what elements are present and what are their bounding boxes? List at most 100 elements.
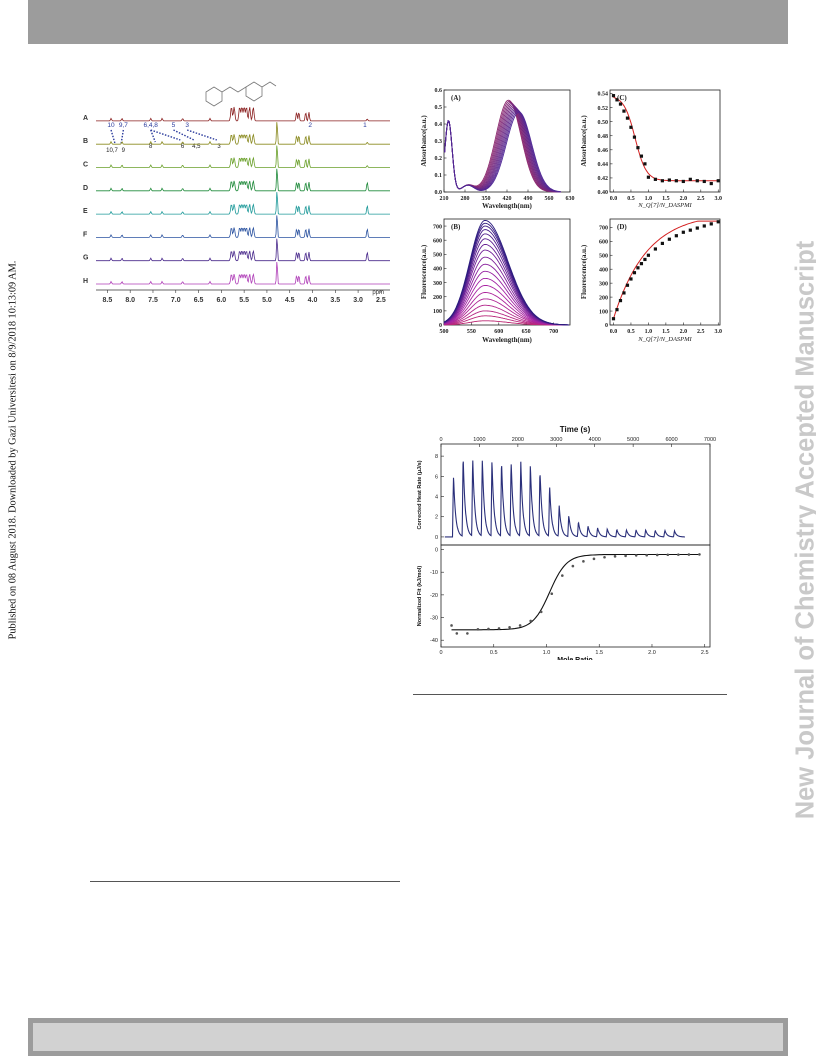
- absorbance-spectra-plot: 210 280 350 420 490 560 630 0.0 0.1 0.2 0.3 0.4 0.5 0…: [420, 88, 575, 210]
- absc-data-point: [660, 179, 664, 183]
- nmr-x-tick-label: 7.0: [171, 297, 181, 304]
- fld-data-point: [716, 220, 720, 224]
- itc-fit-data-point: [550, 592, 554, 596]
- itc-fit-data-point: [497, 627, 501, 630]
- fld-data-point: [615, 308, 619, 312]
- itc-fit-data-point: [655, 553, 659, 557]
- fld-x-tick-label: 0.0: [610, 329, 618, 335]
- abs-x-tick-label: 490: [524, 196, 533, 202]
- fld-data-point: [667, 237, 671, 241]
- dimethylamino-group: [261, 81, 277, 88]
- nmr-assignment-line: [110, 129, 116, 145]
- nmr-trace-label: H: [83, 278, 88, 285]
- itc-fit-data-point: [539, 610, 543, 614]
- nmr-x-tick-label: 2.5: [376, 297, 386, 304]
- nmr-trace: [96, 192, 390, 215]
- fld-x-label: N_Q[7]/N_DASPMI: [637, 336, 692, 343]
- fl-x-tick-label: 700: [549, 329, 558, 335]
- nmr-x-tick-label: 8.0: [125, 297, 135, 304]
- itc-fit-frame: [440, 544, 711, 648]
- absc-y-tick-label: 0.40: [598, 190, 609, 196]
- itc-fit-data-point: [634, 554, 638, 557]
- nmr-trace: [96, 106, 390, 122]
- accepted-manuscript-watermark: New Journal of Chemistry Accepted Manusc…: [770, 170, 816, 890]
- fld-data-point: [702, 224, 706, 228]
- nmr-trace: [96, 261, 390, 285]
- nmr-peak-label: 4,5: [192, 144, 201, 150]
- itc-raw-y-tick-label: 0: [435, 535, 438, 541]
- nmr-peak-label: 2: [308, 122, 312, 129]
- itc-fit-line: [451, 553, 699, 631]
- itc-heat-trace: [444, 460, 685, 538]
- fl-y-tick-label: 500: [433, 253, 442, 259]
- fl-y-tick-label: 100: [433, 309, 442, 315]
- nmr-x-tick-label: 6.5: [194, 297, 204, 304]
- nmr-peak-label: 8: [149, 144, 153, 150]
- absorbance-titration-plot: 0.0 0.5 1.0 1.5 2.0 2.5 3.0 0.40 0.42 0.44 0.46 0.4…: [580, 89, 723, 209]
- absc-x-tick-label: 1.5: [662, 196, 670, 202]
- fld-x-tick-label: 3.0: [715, 329, 723, 335]
- fld-data-point: [688, 228, 692, 232]
- fl-panel-label: (B): [451, 223, 461, 231]
- nmr-trace-label: F: [83, 231, 88, 238]
- absc-data-point: [625, 116, 630, 120]
- fld-y-label: Fluorescence(a.u.): [580, 244, 588, 299]
- absc-data-point: [709, 181, 713, 186]
- abs-y-tick-label: 0.5: [435, 105, 443, 111]
- abs-x-tick-label: 280: [461, 196, 470, 202]
- itc-fit-data-point: [603, 555, 606, 559]
- absc-x-tick-label: 1.0: [645, 196, 653, 202]
- itc-raw-y-label: Corrected Heat Rate (μJ/s): [417, 460, 423, 529]
- fl-x-tick-label: 600: [494, 329, 503, 335]
- fld-data-point: [643, 257, 647, 262]
- vinyl-linker: [221, 86, 247, 93]
- itc-fit-x-tick-label: 0: [439, 650, 442, 656]
- absc-panel-label: (C): [617, 94, 627, 102]
- fl-y-tick-label: 400: [433, 267, 442, 273]
- itc-fit-data-point: [687, 553, 691, 556]
- absc-data-point: [622, 109, 626, 113]
- itc-fit-data-point: [666, 553, 670, 557]
- absc-x-tick-label: 3.0: [715, 196, 723, 202]
- itc-raw-y-tick-label: 6: [435, 474, 438, 480]
- itc-fit-x-tick-label: 0.5: [490, 650, 498, 656]
- nmr-peak-label: 10: [107, 122, 115, 129]
- itc-fit-x-tick-label: 2.5: [701, 650, 709, 656]
- nmr-assignment-line: [186, 129, 218, 141]
- pyridinium-ring: [205, 86, 223, 107]
- fld-data-point: [629, 277, 633, 281]
- itc-fit-y-tick-label: -30: [430, 616, 438, 622]
- itc-raw-x-tick-label: 0: [439, 437, 442, 443]
- absc-data-point: [639, 154, 644, 158]
- nmr-trace-label: E: [83, 208, 88, 215]
- itc-fit-data-point: [455, 632, 459, 635]
- itc-fit-y-tick-label: -40: [430, 638, 438, 644]
- fld-x-tick-label: 2.0: [680, 329, 688, 335]
- fld-data-point: [646, 253, 651, 257]
- publication-note: Published on 08 August 2018. Downloaded …: [2, 250, 24, 650]
- nmr-peak-label: 9: [122, 148, 126, 154]
- fld-x-tick-label: 1.0: [645, 329, 653, 335]
- itc-raw-x-tick-label: 1000: [473, 437, 485, 443]
- nmr-x-tick-label: 5.5: [239, 297, 249, 304]
- fl-spectrum-line: [443, 222, 569, 326]
- abs-y-tick-label: 0.0: [435, 190, 443, 196]
- fld-data-point: [625, 283, 630, 287]
- nmr-trace-label: A: [83, 115, 88, 122]
- absc-data-point: [646, 175, 651, 179]
- fld-y-tick-label: 0: [605, 323, 608, 329]
- absc-y-tick-label: 0.46: [598, 148, 609, 154]
- watermark-text: New Journal of Chemistry Accepted Manusc…: [791, 240, 816, 820]
- fld-y-tick-label: 400: [599, 267, 608, 273]
- nmr-x-tick-label: 8.5: [103, 297, 113, 304]
- fld-data-point: [695, 226, 699, 230]
- nmr-peak-label: 10,7: [106, 148, 118, 154]
- absc-y-tick-label: 0.50: [598, 120, 609, 126]
- fld-data-point: [639, 262, 644, 266]
- fld-y-tick-label: 200: [599, 295, 608, 301]
- fld-fit-line: [613, 220, 719, 319]
- nmr-x-tick-label: 3.5: [330, 297, 340, 304]
- abs-y-label: Absorbance(a.u.): [420, 115, 428, 167]
- abs-spectrum-line: [444, 111, 561, 193]
- itc-fit-x-tick-label: 1.0: [543, 650, 551, 656]
